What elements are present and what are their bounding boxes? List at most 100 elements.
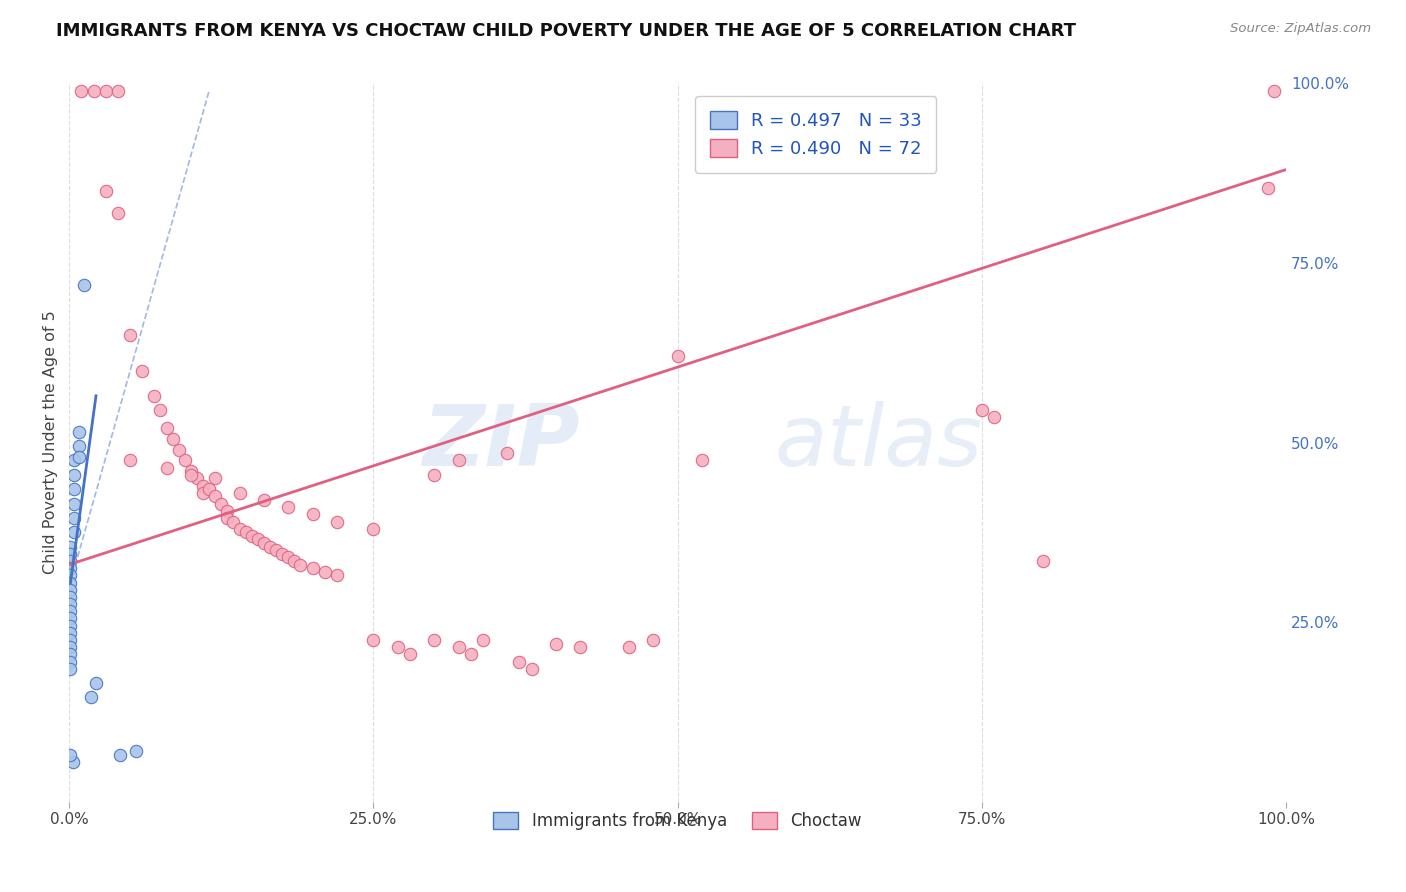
Point — [363, 522, 385, 536]
Point — [59, 575, 82, 590]
Legend: Immigrants from Kenya, Choctaw: Immigrants from Kenya, Choctaw — [479, 798, 875, 844]
Point — [59, 648, 82, 662]
Point — [59, 597, 82, 611]
Point — [277, 500, 299, 515]
Point — [423, 467, 446, 482]
Point — [59, 618, 82, 632]
Point — [423, 632, 446, 647]
Point — [301, 508, 323, 522]
Point — [67, 439, 90, 453]
Point — [191, 478, 214, 492]
Point — [162, 432, 184, 446]
Point — [447, 453, 470, 467]
Point — [186, 471, 208, 485]
Point — [264, 543, 287, 558]
Point — [447, 640, 470, 655]
Point — [520, 662, 543, 676]
Point — [59, 655, 82, 669]
Point — [59, 611, 82, 625]
Point — [228, 522, 250, 536]
Point — [314, 565, 336, 579]
Point — [143, 389, 166, 403]
Point — [67, 425, 90, 439]
Point — [63, 511, 86, 525]
Point — [643, 632, 665, 647]
Point — [149, 403, 172, 417]
Point — [198, 482, 221, 496]
Text: IMMIGRANTS FROM KENYA VS CHOCTAW CHILD POVERTY UNDER THE AGE OF 5 CORRELATION CH: IMMIGRANTS FROM KENYA VS CHOCTAW CHILD P… — [56, 22, 1076, 40]
Point — [63, 497, 86, 511]
Point — [569, 640, 592, 655]
Point — [253, 492, 276, 507]
Point — [62, 755, 84, 769]
Point — [228, 485, 250, 500]
Point — [191, 485, 214, 500]
Point — [59, 554, 82, 568]
Point — [173, 453, 195, 467]
Point — [59, 604, 82, 618]
Point — [63, 525, 86, 540]
Point — [63, 453, 86, 467]
Point — [59, 747, 82, 762]
Point — [508, 655, 530, 669]
Point — [110, 747, 132, 762]
Point — [59, 590, 82, 604]
Y-axis label: Child Poverty Under the Age of 5: Child Poverty Under the Age of 5 — [44, 310, 58, 574]
Text: Source: ZipAtlas.com: Source: ZipAtlas.com — [1230, 22, 1371, 36]
Point — [1257, 180, 1279, 194]
Point — [970, 403, 993, 417]
Point — [80, 690, 103, 705]
Point — [167, 442, 190, 457]
Point — [94, 84, 117, 98]
Point — [180, 467, 202, 482]
Point — [235, 525, 257, 540]
Point — [471, 632, 494, 647]
Point — [120, 453, 142, 467]
Point — [217, 511, 239, 525]
Point — [1032, 554, 1054, 568]
Point — [180, 464, 202, 478]
Point — [209, 497, 232, 511]
Point — [277, 550, 299, 565]
Point — [59, 662, 82, 676]
Point — [690, 453, 713, 467]
Point — [204, 471, 226, 485]
Point — [59, 632, 82, 647]
Point — [1263, 84, 1285, 98]
Point — [59, 547, 82, 561]
Point — [59, 625, 82, 640]
Point — [240, 529, 263, 543]
Point — [73, 277, 96, 292]
Point — [399, 648, 422, 662]
Point — [94, 184, 117, 198]
Point — [387, 640, 409, 655]
Point — [59, 582, 82, 597]
Point — [617, 640, 640, 655]
Point — [326, 515, 349, 529]
Point — [63, 467, 86, 482]
Point — [666, 349, 689, 363]
Point — [253, 536, 276, 550]
Point — [363, 632, 385, 647]
Point — [120, 327, 142, 342]
Point — [246, 533, 269, 547]
Point — [59, 561, 82, 575]
Point — [283, 554, 305, 568]
Point — [59, 540, 82, 554]
Point — [544, 637, 567, 651]
Point — [460, 648, 482, 662]
Point — [107, 205, 129, 219]
Point — [301, 561, 323, 575]
Point — [290, 558, 312, 572]
Point — [107, 84, 129, 98]
Point — [259, 540, 281, 554]
Point — [326, 568, 349, 582]
Point — [131, 364, 153, 378]
Point — [271, 547, 294, 561]
Point — [59, 568, 82, 582]
Point — [217, 504, 239, 518]
Point — [983, 410, 1005, 425]
Point — [125, 744, 148, 758]
Point — [83, 84, 105, 98]
Point — [59, 640, 82, 655]
